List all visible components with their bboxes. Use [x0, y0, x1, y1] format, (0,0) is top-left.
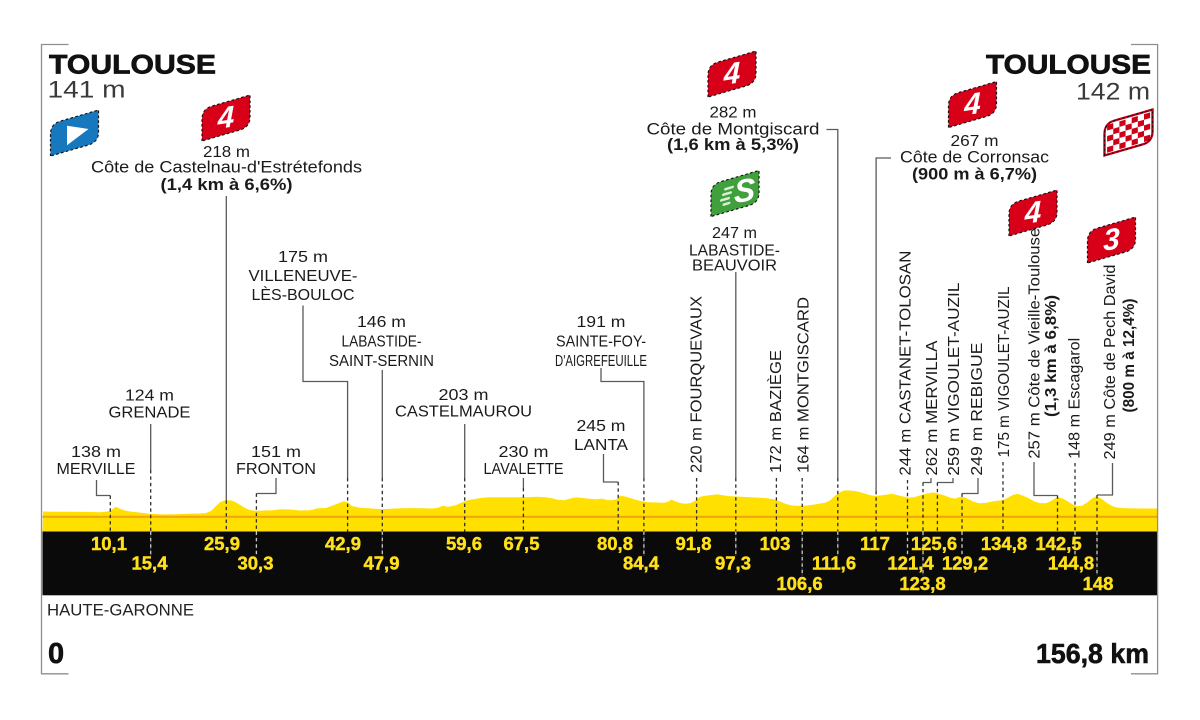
svg-text:VILLENEUVE-: VILLENEUVE-	[249, 268, 358, 285]
svg-text:106,6: 106,6	[776, 573, 822, 594]
svg-text:LABASTIDE-: LABASTIDE-	[689, 243, 780, 260]
svg-text:(1,4 km à 6,6%): (1,4 km à 6,6%)	[161, 175, 293, 194]
svg-text:(800 m à 12,4%): (800 m à 12,4%)	[1121, 299, 1138, 413]
svg-text:164 m MONTGISCARD: 164 m MONTGISCARD	[795, 297, 812, 473]
svg-text:LABASTIDE-: LABASTIDE-	[342, 334, 422, 351]
svg-text:GRENADE: GRENADE	[109, 405, 191, 422]
svg-text:SAINTE-FOY-: SAINTE-FOY-	[556, 334, 646, 351]
svg-text:148: 148	[1083, 573, 1114, 594]
svg-text:Côte de Corronsac: Côte de Corronsac	[900, 148, 1050, 167]
svg-text:257 m Côte de Vieille-Toulouse: 257 m Côte de Vieille-Toulouse	[1026, 228, 1043, 459]
svg-text:(1,6 km à 5,3%): (1,6 km à 5,3%)	[667, 135, 799, 154]
svg-text:249 m REBIGUE: 249 m REBIGUE	[969, 343, 986, 476]
svg-text:172 m BAZIÈGE: 172 m BAZIÈGE	[768, 350, 785, 473]
svg-text:259 m VIGOULET-AUZIL: 259 m VIGOULET-AUZIL	[946, 282, 963, 475]
svg-text:SAINT-SERNIN: SAINT-SERNIN	[329, 353, 434, 370]
svg-text:Côte de Montgiscard: Côte de Montgiscard	[647, 120, 820, 139]
svg-text:80,8: 80,8	[597, 533, 633, 554]
svg-text:LAVALETTE: LAVALETTE	[484, 461, 564, 478]
svg-text:245 m: 245 m	[577, 418, 626, 435]
svg-text:142 m: 142 m	[1076, 78, 1150, 105]
svg-text:(900 m à 6,7%): (900 m à 6,7%)	[912, 165, 1037, 184]
svg-text:247 m: 247 m	[712, 225, 757, 242]
svg-text:218 m: 218 m	[203, 144, 250, 161]
svg-text:59,6: 59,6	[446, 533, 482, 554]
svg-text:91,8: 91,8	[675, 533, 711, 554]
svg-text:TOULOUSE: TOULOUSE	[986, 50, 1151, 80]
svg-text:123,8: 123,8	[899, 573, 945, 594]
svg-text:134,8: 134,8	[981, 533, 1027, 554]
svg-text:30,3: 30,3	[237, 552, 273, 573]
svg-text:220 m FOURQUEVAUX: 220 m FOURQUEVAUX	[688, 295, 705, 473]
svg-text:282 m: 282 m	[710, 105, 757, 122]
svg-text:111,6: 111,6	[812, 552, 856, 573]
svg-text:BEAUVOIR: BEAUVOIR	[692, 258, 777, 275]
svg-text:4: 4	[1024, 195, 1042, 231]
svg-text:97,3: 97,3	[715, 552, 751, 573]
svg-text:47,9: 47,9	[363, 552, 399, 573]
svg-text:CASTELMAUROU: CASTELMAUROU	[395, 404, 532, 421]
svg-text:249 m Côte de Pech David: 249 m Côte de Pech David	[1102, 265, 1119, 460]
svg-text:230 m: 230 m	[499, 444, 549, 461]
svg-text:4: 4	[723, 56, 741, 92]
svg-text:138 m: 138 m	[71, 444, 121, 461]
svg-text:D'AIGREFEUILLE: D'AIGREFEUILLE	[555, 353, 647, 370]
svg-text:4: 4	[963, 87, 981, 123]
svg-text:125,6: 125,6	[911, 533, 957, 554]
svg-text:FRONTON: FRONTON	[236, 461, 316, 478]
svg-text:103: 103	[760, 533, 791, 554]
svg-text:HAUTE-GARONNE: HAUTE-GARONNE	[47, 602, 194, 620]
svg-text:10,1: 10,1	[91, 533, 127, 554]
svg-text:84,4: 84,4	[623, 552, 660, 573]
svg-text:175 m VIGOULET-AUZIL: 175 m VIGOULET-AUZIL	[996, 286, 1013, 457]
svg-text:121,4: 121,4	[887, 552, 934, 573]
svg-text:25,9: 25,9	[204, 533, 240, 554]
svg-text:Côte de Castelnau-d'Estrétefon: Côte de Castelnau-d'Estrétefonds	[91, 158, 362, 177]
svg-text:175 m: 175 m	[278, 249, 328, 266]
svg-text:0: 0	[48, 638, 64, 670]
svg-text:(1,3 km à 6,8%): (1,3 km à 6,8%)	[1043, 295, 1060, 417]
svg-text:142,5: 142,5	[1035, 533, 1081, 554]
svg-text:S: S	[734, 171, 756, 210]
svg-text:124 m: 124 m	[125, 388, 174, 405]
svg-text:TOULOUSE: TOULOUSE	[49, 50, 216, 80]
svg-text:203 m: 203 m	[439, 387, 489, 404]
svg-text:67,5: 67,5	[503, 533, 539, 554]
svg-text:156,8 km: 156,8 km	[1036, 638, 1149, 669]
svg-text:15,4: 15,4	[131, 552, 168, 573]
svg-text:42,9: 42,9	[325, 533, 361, 554]
svg-text:LÈS-BOULOC: LÈS-BOULOC	[252, 287, 355, 304]
svg-text:191 m: 191 m	[577, 314, 626, 331]
svg-text:267 m: 267 m	[951, 133, 999, 150]
svg-text:144,8: 144,8	[1048, 552, 1094, 573]
svg-text:MERVILLE: MERVILLE	[57, 461, 136, 478]
svg-text:LANTA: LANTA	[574, 437, 629, 454]
svg-text:148 m Escagarol: 148 m Escagarol	[1067, 338, 1084, 459]
svg-text:141 m: 141 m	[48, 76, 126, 103]
svg-text:4: 4	[217, 100, 235, 136]
svg-text:146 m: 146 m	[357, 314, 406, 331]
svg-text:244 m CASTANET-TOLOSAN: 244 m CASTANET-TOLOSAN	[897, 251, 914, 476]
svg-text:262 m MERVILLA: 262 m MERVILLA	[924, 340, 941, 476]
svg-text:129,2: 129,2	[942, 552, 988, 573]
svg-text:117: 117	[860, 533, 890, 554]
svg-text:151 m: 151 m	[251, 444, 301, 461]
svg-text:3: 3	[1103, 222, 1120, 258]
